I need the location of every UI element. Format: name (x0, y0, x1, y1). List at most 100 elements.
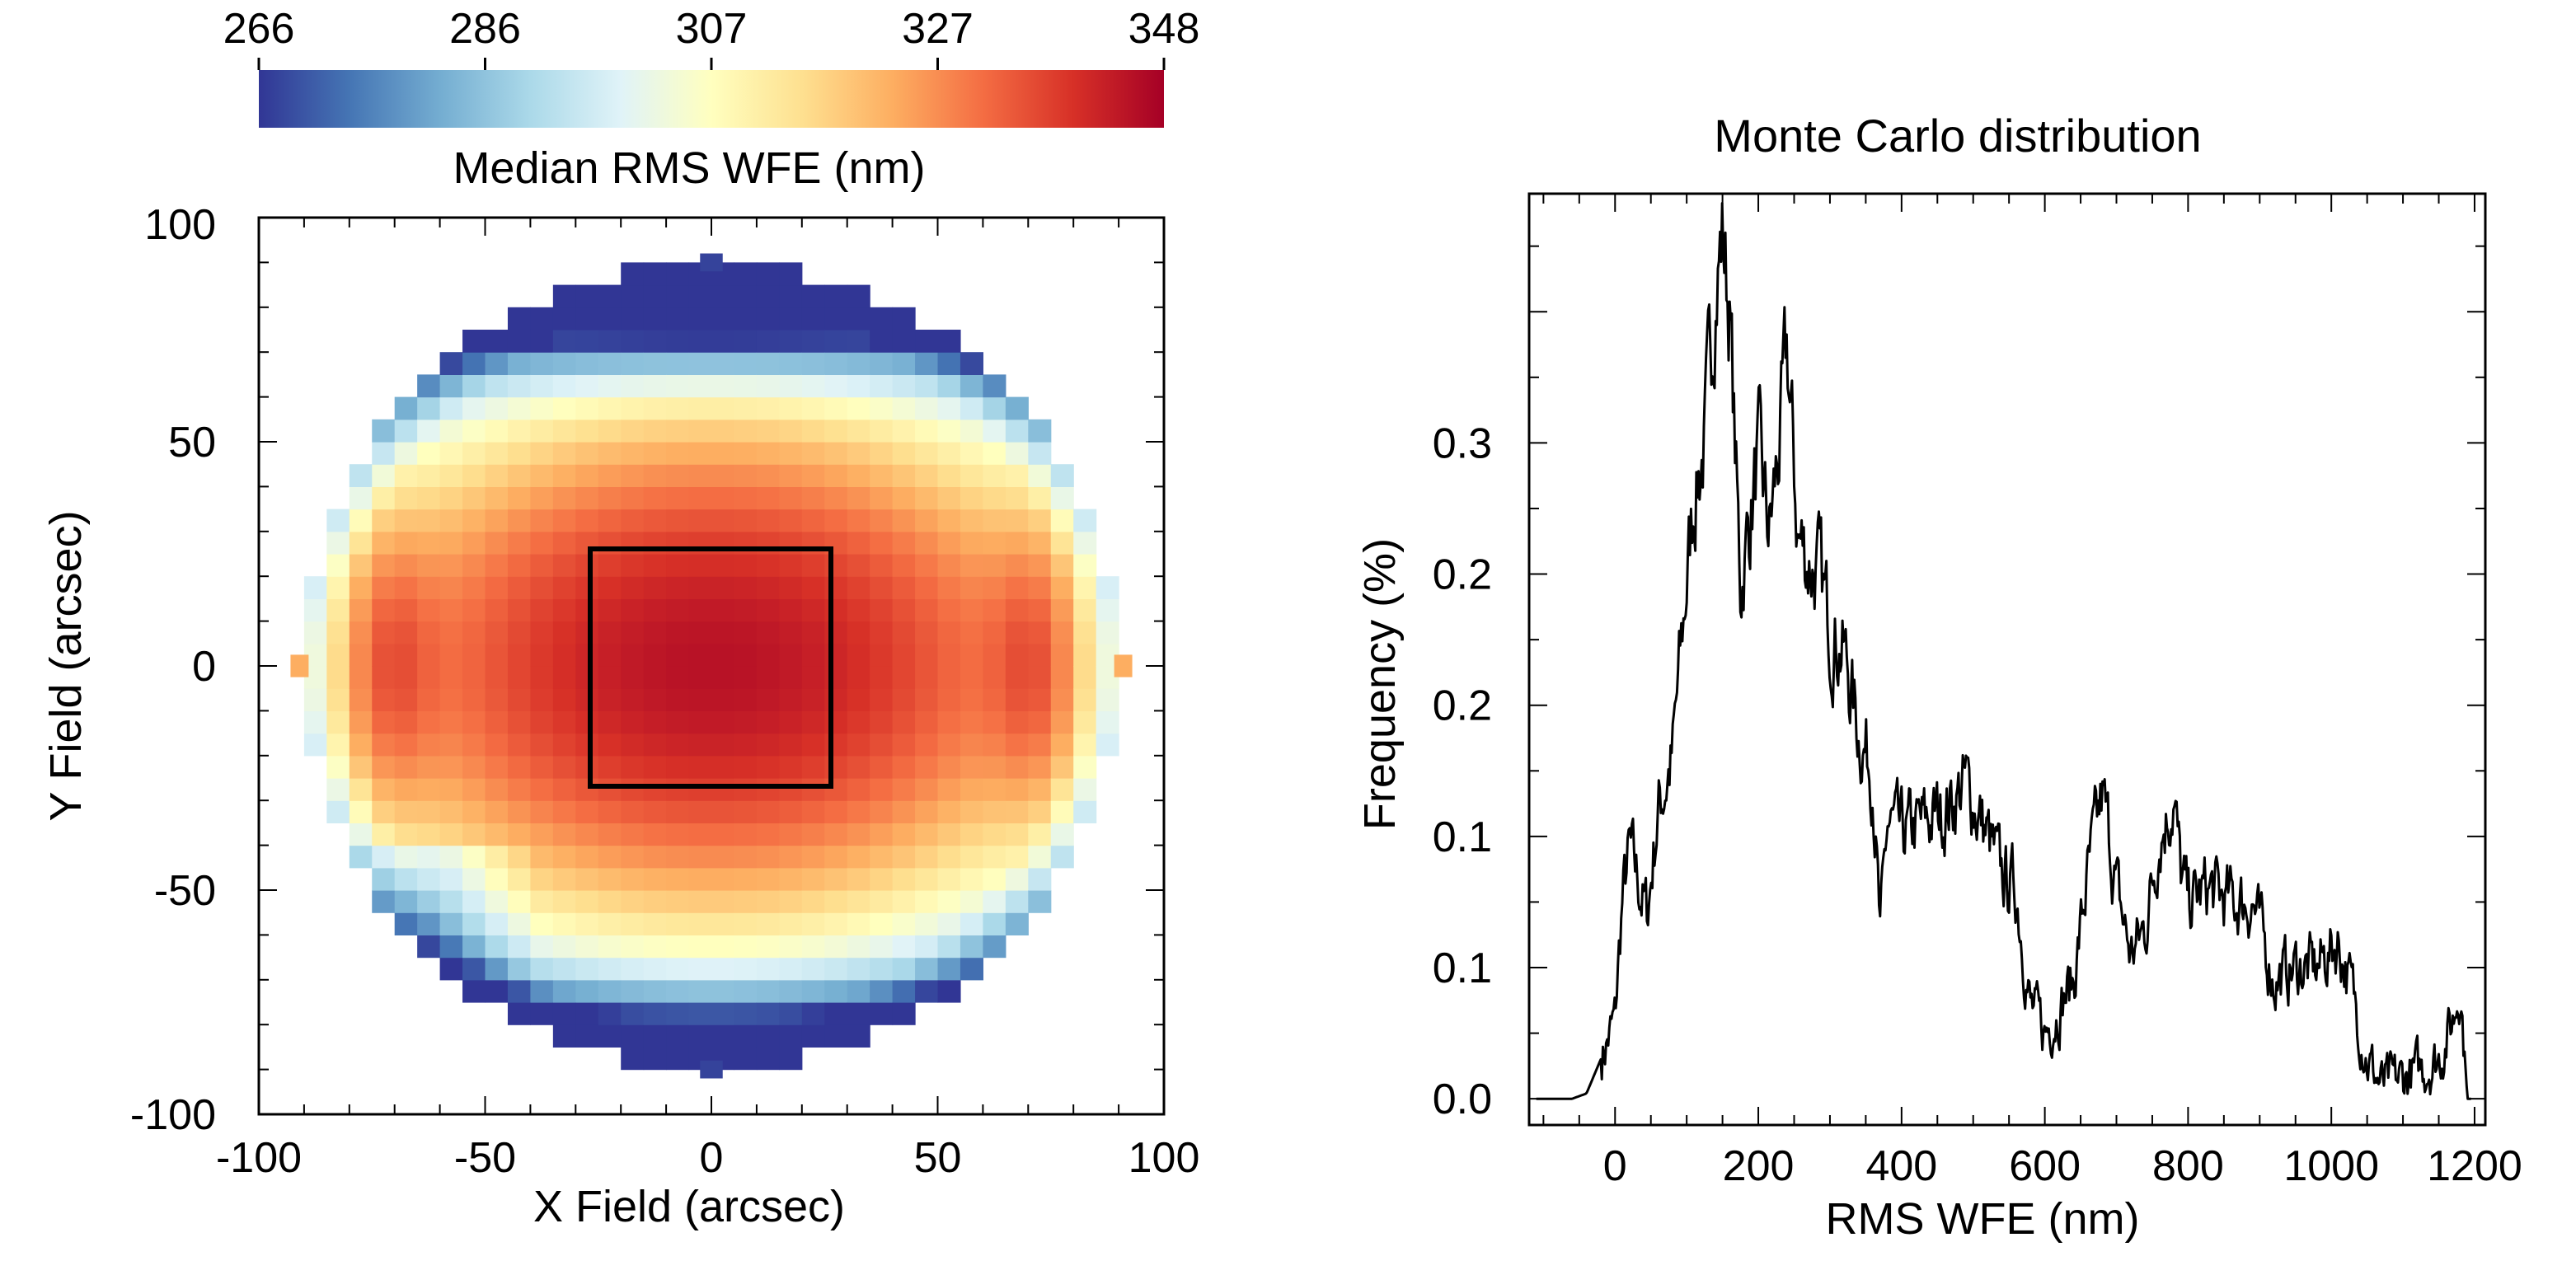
heatmap-cell (485, 464, 509, 487)
heatmap-cell (711, 710, 735, 734)
heatmap-cell (960, 867, 983, 891)
heatmap-cell (734, 912, 758, 935)
distribution-ytick-3: 0.2 (1433, 682, 1492, 730)
heatmap-cell (462, 352, 486, 375)
heatmap-cell (824, 442, 848, 465)
heatmap-cell (643, 890, 667, 913)
heatmap-cell (462, 710, 486, 734)
heatmap-cell (688, 710, 712, 734)
heatmap-cell (552, 598, 576, 622)
heatmap-cell (734, 576, 758, 599)
heatmap-cell (824, 576, 848, 599)
heatmap-cell (688, 823, 712, 846)
heatmap-cell (847, 464, 870, 487)
highlight-box (588, 546, 833, 789)
heatmap-cell (983, 688, 1006, 711)
heatmap-cell (915, 845, 939, 869)
heatmap-cell (462, 800, 486, 823)
heatmap-cell (734, 979, 758, 1003)
heatmap-cell (960, 890, 983, 913)
heatmap-cell (801, 823, 825, 846)
heatmap-cell (552, 464, 576, 487)
heatmap-cell (756, 352, 780, 375)
heatmap-cell (598, 330, 622, 353)
heatmap-cell (394, 845, 418, 869)
heatmap-cell (621, 262, 645, 286)
heatmap-cell (1028, 778, 1052, 801)
heatmap-cell (485, 688, 509, 711)
heatmap-cell (937, 442, 961, 465)
heatmap-cell (326, 688, 350, 711)
heatmap-cell (915, 486, 939, 510)
heatmap-cell (666, 823, 690, 846)
heatmap-cell (598, 935, 622, 959)
heatmap-cell (507, 755, 531, 779)
heatmap-cell (417, 912, 441, 935)
heatmap-cell (870, 419, 894, 443)
heatmap-cell (700, 253, 723, 272)
heatmap-cell (983, 643, 1006, 667)
heatmap-cell (349, 666, 373, 689)
heatmap-cell (552, 509, 576, 532)
heatmap-cell (688, 598, 712, 622)
heatmap-cell (824, 598, 848, 622)
heatmap-cell (915, 554, 939, 577)
heatmap-cell (1050, 531, 1074, 555)
heatmap-cell (439, 486, 463, 510)
heatmap-cell (1028, 442, 1052, 465)
heatmap-cell (892, 979, 916, 1003)
heatmap-cell (598, 800, 622, 823)
heatmap-cell (779, 979, 803, 1003)
heatmap-cell (598, 755, 622, 779)
heatmap-ylabel: Y Field (arcsec) (41, 510, 91, 821)
heatmap-cell (711, 935, 735, 959)
heatmap-cell (621, 710, 645, 734)
heatmap-cell (530, 643, 554, 667)
distribution-chart: Monte Carlo distribution 0 200 400 600 8… (1355, 110, 2522, 1244)
heatmap-cell (892, 755, 916, 779)
heatmap-cell (666, 755, 690, 779)
heatmap-cell (937, 823, 961, 846)
heatmap-cell (417, 666, 441, 689)
heatmap-cell (892, 442, 916, 465)
heatmap-cell (394, 688, 418, 711)
heatmap-cell (1005, 890, 1029, 913)
heatmap-cell (666, 979, 690, 1003)
heatmap-cell (439, 823, 463, 846)
heatmap-cell (801, 464, 825, 487)
heatmap-cell (915, 666, 939, 689)
heatmap-cell (1005, 419, 1029, 443)
heatmap-cell (756, 598, 780, 622)
heatmap-cell (530, 598, 554, 622)
heatmap-cell (688, 912, 712, 935)
heatmap-cell (507, 598, 531, 622)
heatmap-cell (643, 352, 667, 375)
heatmap-cell (870, 554, 894, 577)
heatmap-cell (417, 554, 441, 577)
distribution-xtick-0: 0 (1603, 1142, 1627, 1190)
heatmap-cell (643, 733, 667, 757)
heatmap-cell (960, 912, 983, 935)
heatmap-cell (1005, 778, 1029, 801)
heatmap-cell (756, 1024, 780, 1048)
heatmap-cell (779, 419, 803, 443)
heatmap-cell (575, 778, 599, 801)
heatmap-cell (507, 442, 531, 465)
heatmap-cell (349, 621, 373, 645)
heatmap-cell (394, 442, 418, 465)
heatmap-cell (824, 643, 848, 667)
heatmap-cell (711, 890, 735, 913)
heatmap-cell (1028, 800, 1052, 823)
heatmap-cell (462, 666, 486, 689)
heatmap-cell (530, 800, 554, 823)
heatmap-cell (1028, 554, 1052, 577)
heatmap-cell (756, 486, 780, 510)
heatmap-cell (666, 890, 690, 913)
distribution-plot-frame (1527, 192, 2487, 1127)
heatmap-cell (779, 823, 803, 846)
heatmap-cell (621, 1002, 645, 1025)
heatmap-cell (666, 621, 690, 645)
heatmap-cell (598, 464, 622, 487)
heatmap-cell (417, 509, 441, 532)
heatmap-cell (983, 576, 1006, 599)
